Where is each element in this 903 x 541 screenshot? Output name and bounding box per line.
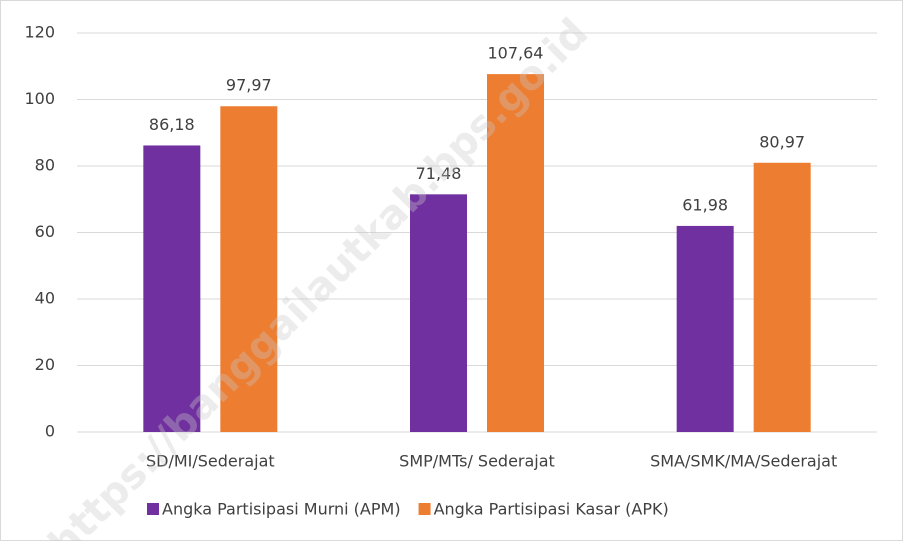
bar	[410, 194, 467, 432]
y-tick-label: 60	[35, 222, 55, 241]
x-tick-label: SD/MI/Sederajat	[146, 452, 275, 471]
data-label: 71,48	[416, 164, 462, 183]
data-label: 107,64	[488, 44, 544, 63]
data-label: 97,97	[226, 76, 272, 95]
y-tick-label: 80	[35, 156, 55, 175]
x-tick-label: SMP/MTs/ Sederajat	[399, 452, 555, 471]
y-tick-label: 120	[24, 23, 55, 42]
bar	[676, 225, 734, 432]
bar	[753, 162, 811, 432]
y-tick-label: 0	[45, 422, 55, 441]
y-tick-label: 20	[35, 355, 55, 374]
bar	[487, 74, 544, 433]
legend-label: Angka Partisipasi Murni (APM)	[162, 500, 401, 519]
data-label: 80,97	[759, 132, 805, 151]
legend-swatch	[147, 503, 159, 515]
legend-label: Angka Partisipasi Kasar (APK)	[434, 500, 669, 519]
y-tick-label: 100	[24, 89, 55, 108]
data-label: 86,18	[149, 115, 195, 134]
y-tick-label: 40	[35, 289, 55, 308]
bar	[143, 145, 201, 433]
data-label: 61,98	[682, 195, 728, 214]
x-tick-label: SMA/SMK/MA/Sederajat	[650, 452, 837, 471]
legend-swatch	[418, 503, 431, 515]
bar	[220, 106, 278, 432]
